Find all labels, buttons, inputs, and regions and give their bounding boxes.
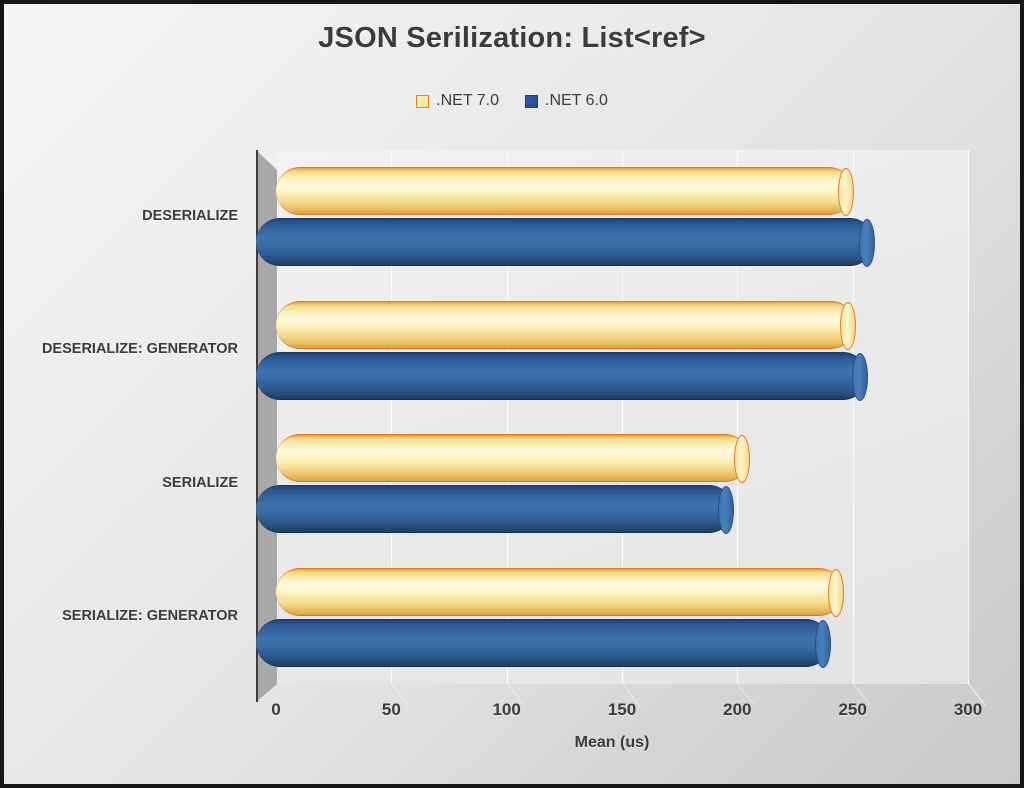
- bar-end-cap: [815, 619, 832, 668]
- bar-serialize-series-1[interactable]: [256, 485, 735, 535]
- plot-side-wall: [256, 150, 277, 702]
- bar-serialize-generator-series-0[interactable]: [276, 567, 845, 617]
- y-axis-label-0: DESERIALIZE: [142, 207, 238, 224]
- bar-serialize-generator-series-1[interactable]: [256, 618, 832, 668]
- gridline: [391, 150, 393, 684]
- x-axis-title: Mean (us): [574, 734, 650, 751]
- plot-area: [256, 150, 986, 706]
- bar-end-cap: [733, 435, 750, 484]
- legend-entry-series-1[interactable]: .NET 6.0: [525, 92, 608, 110]
- x-tick-250: 250: [838, 700, 867, 719]
- bar-deserialize-generator-series-0[interactable]: [276, 300, 856, 350]
- bar-deserialize-series-0[interactable]: [276, 167, 854, 217]
- x-tick-200: 200: [723, 700, 752, 719]
- bar-deserialize-series-1[interactable]: [256, 218, 876, 268]
- x-tick-300: 300: [953, 700, 983, 719]
- bar-end-cap: [837, 168, 854, 217]
- legend-label-net70: .NET 7.0: [436, 92, 499, 109]
- x-tick-150: 150: [607, 700, 637, 719]
- legend-swatch-icon-net70: [416, 94, 430, 108]
- bar-end-cap: [839, 301, 856, 350]
- y-axis-label-2: SERIALIZE: [162, 474, 238, 491]
- x-tick-0: 0: [271, 700, 281, 719]
- x-axis-tick-labels: 0 50 100 150 200 250 300: [256, 700, 982, 728]
- x-tick-100: 100: [492, 700, 521, 719]
- bar-end-cap: [828, 568, 845, 617]
- bar-end-cap: [852, 352, 869, 401]
- gridline: [622, 150, 623, 684]
- legend-label-net60: .NET 6.0: [545, 92, 608, 109]
- y-axis-label-3: SERIALIZE: GENERATOR: [62, 608, 238, 625]
- y-axis-label-1: DESERIALIZE: GENERATOR: [41, 341, 238, 358]
- y-axis-line: [256, 150, 258, 702]
- legend-swatch-icon-net60: [525, 94, 538, 108]
- bar-end-cap: [718, 486, 735, 535]
- gridline: [506, 150, 508, 684]
- bar-end-cap: [859, 219, 876, 268]
- x-tick-50: 50: [381, 700, 401, 719]
- y-axis-category-labels: DESERIALIZE DESERIALIZE: GENERATOR SERIALI…: [4, 150, 252, 702]
- gridline: [968, 150, 969, 684]
- bar-serialize-series-0[interactable]: [276, 434, 750, 484]
- chart-legend: .NET 7.0 .NET 6.0: [4, 92, 1020, 110]
- gridline: [737, 150, 739, 684]
- legend-entry-series-0[interactable]: .NET 7.0: [416, 92, 499, 110]
- chart-title: JSON Serilization: List<ref>: [318, 22, 706, 54]
- gridline: [852, 150, 854, 684]
- bar-deserialize-generator-series-1[interactable]: [256, 351, 869, 401]
